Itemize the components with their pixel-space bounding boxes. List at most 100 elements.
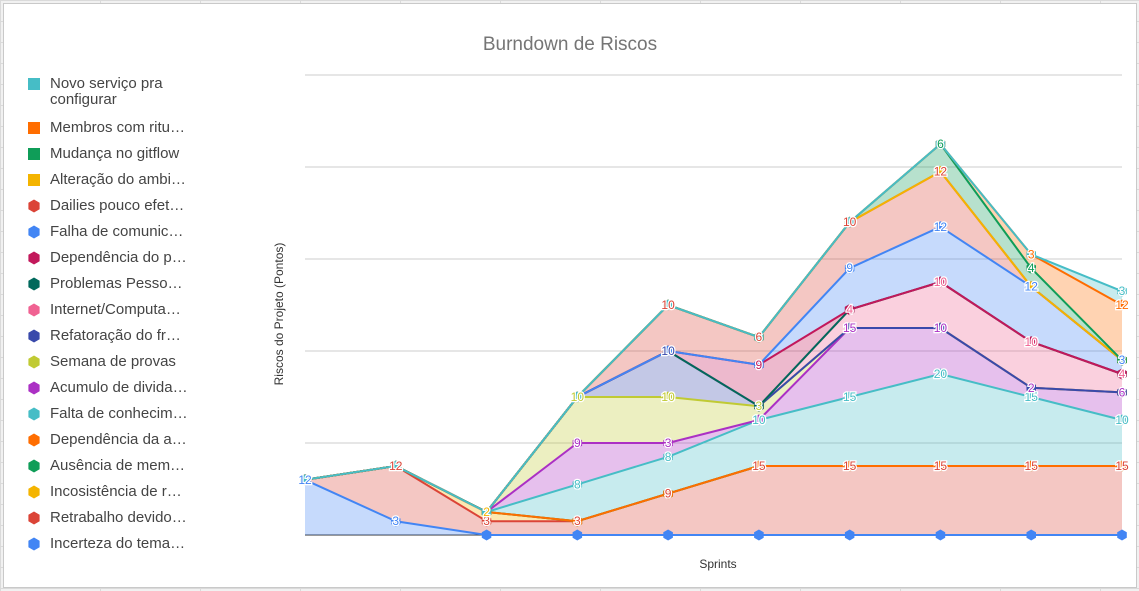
legend-item[interactable]: Membros com ritu… <box>26 120 195 136</box>
data-label: 9 <box>756 358 763 372</box>
legend-item[interactable]: Incerteza do tema… <box>26 536 195 552</box>
data-label: 9 <box>665 487 672 501</box>
data-point[interactable] <box>844 216 855 228</box>
legend-item[interactable]: Mudança no gitflow <box>26 146 195 162</box>
data-point[interactable] <box>935 460 946 472</box>
data-point[interactable] <box>935 276 946 288</box>
data-point[interactable] <box>844 322 855 334</box>
data-point[interactable] <box>1117 354 1127 366</box>
data-point[interactable] <box>663 451 673 463</box>
data-point[interactable] <box>844 391 855 403</box>
legend-item[interactable]: Dailies pouco efet… <box>26 198 195 214</box>
data-point[interactable] <box>935 166 946 178</box>
legend-item[interactable]: Falha de comunic… <box>26 224 195 240</box>
data-point[interactable] <box>1026 460 1037 472</box>
data-point[interactable] <box>663 437 673 449</box>
legend-item[interactable]: Dependência da a… <box>26 432 195 448</box>
legend-item[interactable]: Retrabalho devido… <box>26 510 195 526</box>
series-lines <box>304 143 1123 536</box>
legend-item[interactable]: Ausência de mem… <box>26 458 195 474</box>
data-point[interactable] <box>844 529 855 541</box>
data-point[interactable] <box>844 460 855 472</box>
data-label: 3 <box>756 399 763 413</box>
data-point[interactable] <box>572 437 583 449</box>
data-label: 3 <box>483 514 490 528</box>
data-point[interactable] <box>754 460 764 472</box>
data-point[interactable] <box>1026 248 1037 260</box>
data-point[interactable] <box>1117 460 1127 472</box>
data-point[interactable] <box>1117 414 1127 426</box>
legend-item[interactable]: Problemas Pesso… <box>26 276 195 292</box>
data-point[interactable] <box>935 529 946 541</box>
series-line <box>304 143 1123 513</box>
legend-item[interactable]: Semana de provas <box>26 354 195 370</box>
data-point[interactable] <box>1117 285 1127 297</box>
legend-swatch <box>28 485 40 499</box>
data-point[interactable] <box>844 262 855 274</box>
data-label: 15 <box>1115 459 1129 473</box>
data-point[interactable] <box>754 414 764 426</box>
chart-container[interactable]: Burndown de Riscos Novo serviço pra conf… <box>3 3 1137 588</box>
data-label: 8 <box>665 450 672 464</box>
data-label: 4 <box>846 303 853 317</box>
data-point[interactable] <box>1026 262 1037 274</box>
data-point[interactable] <box>572 515 583 527</box>
data-point[interactable] <box>935 322 946 334</box>
x-axis-label: Sprints <box>699 557 737 571</box>
data-point[interactable] <box>663 529 673 541</box>
data-point[interactable] <box>391 460 401 472</box>
legend-swatch <box>28 511 40 525</box>
data-point[interactable] <box>572 391 583 403</box>
data-point[interactable] <box>481 506 492 518</box>
data-point[interactable] <box>935 221 946 233</box>
legend-item[interactable]: Alteração do ambi… <box>26 172 195 188</box>
legend-item[interactable]: Novo serviço pra configurar <box>26 76 195 108</box>
data-label: 3 <box>1028 247 1035 261</box>
data-label: 10 <box>661 298 675 312</box>
data-point[interactable] <box>391 515 401 527</box>
data-point[interactable] <box>754 331 764 343</box>
data-point[interactable] <box>572 529 583 541</box>
data-point[interactable] <box>663 488 673 500</box>
data-point[interactable] <box>844 304 855 316</box>
data-point[interactable] <box>1026 382 1037 394</box>
legend-item[interactable]: Incosistência de r… <box>26 484 195 500</box>
data-point[interactable] <box>1117 529 1127 541</box>
legend-item[interactable]: Internet/Computa… <box>26 302 195 318</box>
data-label: 15 <box>1025 390 1039 404</box>
legend-item[interactable]: Refatoração do fr… <box>26 328 195 344</box>
chart-title: Burndown de Riscos <box>482 34 658 55</box>
data-point[interactable] <box>1026 336 1037 348</box>
data-point[interactable] <box>481 515 492 527</box>
data-point[interactable] <box>754 400 764 412</box>
data-point[interactable] <box>1026 529 1037 541</box>
series-area <box>305 466 1122 535</box>
data-point[interactable] <box>1026 281 1037 293</box>
data-label: 4 <box>1028 261 1035 275</box>
legend-item[interactable]: Acumulo de divida… <box>26 380 195 396</box>
data-label: 6 <box>756 330 763 344</box>
data-point[interactable] <box>1117 386 1127 398</box>
data-point[interactable] <box>300 474 310 486</box>
data-point[interactable] <box>754 529 764 541</box>
data-point[interactable] <box>1117 299 1127 311</box>
data-point[interactable] <box>1117 368 1127 380</box>
data-label: 12 <box>389 459 403 473</box>
data-point[interactable] <box>481 529 492 541</box>
data-point[interactable] <box>935 368 946 380</box>
data-label: 10 <box>571 390 585 404</box>
legend-swatch <box>28 537 40 551</box>
data-point[interactable] <box>935 138 946 150</box>
legend-swatch <box>28 277 40 291</box>
data-label: 15 <box>843 390 857 404</box>
data-point[interactable] <box>754 359 764 371</box>
data-point[interactable] <box>1026 391 1037 403</box>
data-point[interactable] <box>663 345 673 357</box>
series-line <box>304 478 1122 536</box>
legend-item[interactable]: Falta de conhecim… <box>26 406 195 422</box>
data-point[interactable] <box>663 299 673 311</box>
data-point[interactable] <box>663 391 673 403</box>
data-point[interactable] <box>572 478 583 490</box>
legend-item[interactable]: Dependência do p… <box>26 250 195 266</box>
